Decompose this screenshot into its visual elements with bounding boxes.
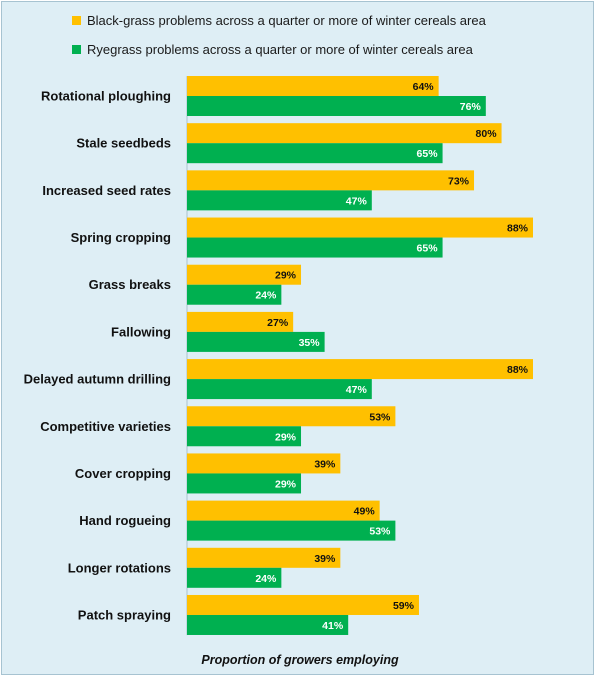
- legend-label-ryegrass: Ryegrass problems across a quarter or mo…: [87, 42, 474, 57]
- bar-black-grass-fallowing: [187, 311, 294, 332]
- bar-ryegrass-patch-spraying: [187, 614, 349, 635]
- category-label-patch-spraying: Patch spraying: [78, 607, 171, 622]
- bar-black-grass-delayed-autumn-drilling: [187, 359, 533, 380]
- bar-black-grass-grass-breaks: [187, 264, 302, 285]
- data-label-black-grass-hand-rogueing: 49%: [354, 506, 376, 518]
- bar-black-grass-hand-rogueing: [187, 500, 380, 521]
- bar-black-grass-longer-rotations: [187, 547, 341, 568]
- data-label-black-grass-cover-cropping: 39%: [314, 458, 336, 470]
- bar-ryegrass-increased-seed-rates: [187, 190, 372, 211]
- bar-black-grass-competitive-varieties: [187, 406, 396, 427]
- data-label-ryegrass-longer-rotations: 24%: [255, 573, 277, 585]
- bar-black-grass-rotational-ploughing: [187, 76, 439, 96]
- legend: Black-grass problems across a quarter or…: [72, 13, 487, 57]
- category-label-competitive-varieties: Competitive varieties: [40, 419, 171, 434]
- legend-swatch-black-grass: [72, 16, 81, 25]
- data-label-ryegrass-increased-seed-rates: 47%: [346, 195, 368, 207]
- category-label-spring-cropping: Spring cropping: [71, 230, 171, 245]
- data-label-ryegrass-hand-rogueing: 53%: [369, 526, 391, 538]
- data-label-black-grass-increased-seed-rates: 73%: [448, 175, 470, 187]
- data-label-ryegrass-delayed-autumn-drilling: 47%: [346, 384, 368, 396]
- data-label-ryegrass-patch-spraying: 41%: [322, 620, 344, 632]
- legend-label-black-grass: Black-grass problems across a quarter or…: [87, 13, 487, 28]
- bar-ryegrass-spring-cropping: [187, 237, 443, 258]
- bar-ryegrass-cover-cropping: [187, 473, 302, 494]
- bar-black-grass-patch-spraying: [187, 594, 419, 615]
- data-label-ryegrass-cover-cropping: 29%: [275, 478, 297, 490]
- bar-black-grass-increased-seed-rates: [187, 170, 475, 191]
- data-label-ryegrass-stale-seedbeds: 65%: [417, 148, 439, 160]
- category-label-grass-breaks: Grass breaks: [89, 277, 171, 292]
- x-axis-title: Proportion of growers employing: [201, 653, 399, 667]
- category-label-stale-seedbeds: Stale seedbeds: [76, 136, 171, 151]
- category-label-longer-rotations: Longer rotations: [68, 560, 171, 575]
- data-label-black-grass-grass-breaks: 29%: [275, 270, 297, 282]
- category-label-delayed-autumn-drilling: Delayed autumn drilling: [24, 372, 171, 387]
- bar-ryegrass-longer-rotations: [187, 567, 282, 588]
- data-label-black-grass-fallowing: 27%: [267, 317, 289, 329]
- data-label-black-grass-patch-spraying: 59%: [393, 600, 415, 612]
- data-label-black-grass-spring-cropping: 88%: [507, 223, 529, 235]
- data-label-ryegrass-fallowing: 35%: [299, 337, 321, 349]
- bar-ryegrass-grass-breaks: [187, 284, 282, 305]
- category-label-rotational-ploughing: Rotational ploughing: [41, 89, 171, 104]
- bar-ryegrass-competitive-varieties: [187, 426, 302, 447]
- bar-black-grass-spring-cropping: [187, 217, 533, 238]
- bar-black-grass-cover-cropping: [187, 453, 341, 474]
- category-label-cover-cropping: Cover cropping: [75, 466, 171, 481]
- legend-swatch-ryegrass: [72, 45, 81, 54]
- data-label-black-grass-rotational-ploughing: 64%: [413, 81, 435, 93]
- data-label-black-grass-longer-rotations: 39%: [314, 553, 336, 565]
- data-label-black-grass-competitive-varieties: 53%: [369, 411, 391, 423]
- bar-black-grass-stale-seedbeds: [187, 123, 502, 144]
- data-label-black-grass-stale-seedbeds: 80%: [476, 128, 498, 140]
- bar-ryegrass-rotational-ploughing: [187, 96, 486, 116]
- bar-ryegrass-stale-seedbeds: [187, 143, 443, 164]
- category-label-fallowing: Fallowing: [111, 324, 171, 339]
- bar-ryegrass-hand-rogueing: [187, 520, 396, 541]
- data-label-ryegrass-grass-breaks: 24%: [255, 290, 277, 302]
- bar-ryegrass-delayed-autumn-drilling: [187, 379, 372, 400]
- data-label-black-grass-delayed-autumn-drilling: 88%: [507, 364, 529, 376]
- bar-ryegrass-fallowing: [187, 331, 325, 352]
- category-label-hand-rogueing: Hand rogueing: [79, 513, 171, 528]
- data-label-ryegrass-competitive-varieties: 29%: [275, 431, 297, 443]
- data-label-ryegrass-rotational-ploughing: 76%: [460, 101, 482, 113]
- data-label-ryegrass-spring-cropping: 65%: [417, 243, 439, 255]
- category-label-increased-seed-rates: Increased seed rates: [42, 183, 171, 198]
- plot-area: Rotational ploughing 64% 76% Stale seedbeds…: [24, 76, 533, 636]
